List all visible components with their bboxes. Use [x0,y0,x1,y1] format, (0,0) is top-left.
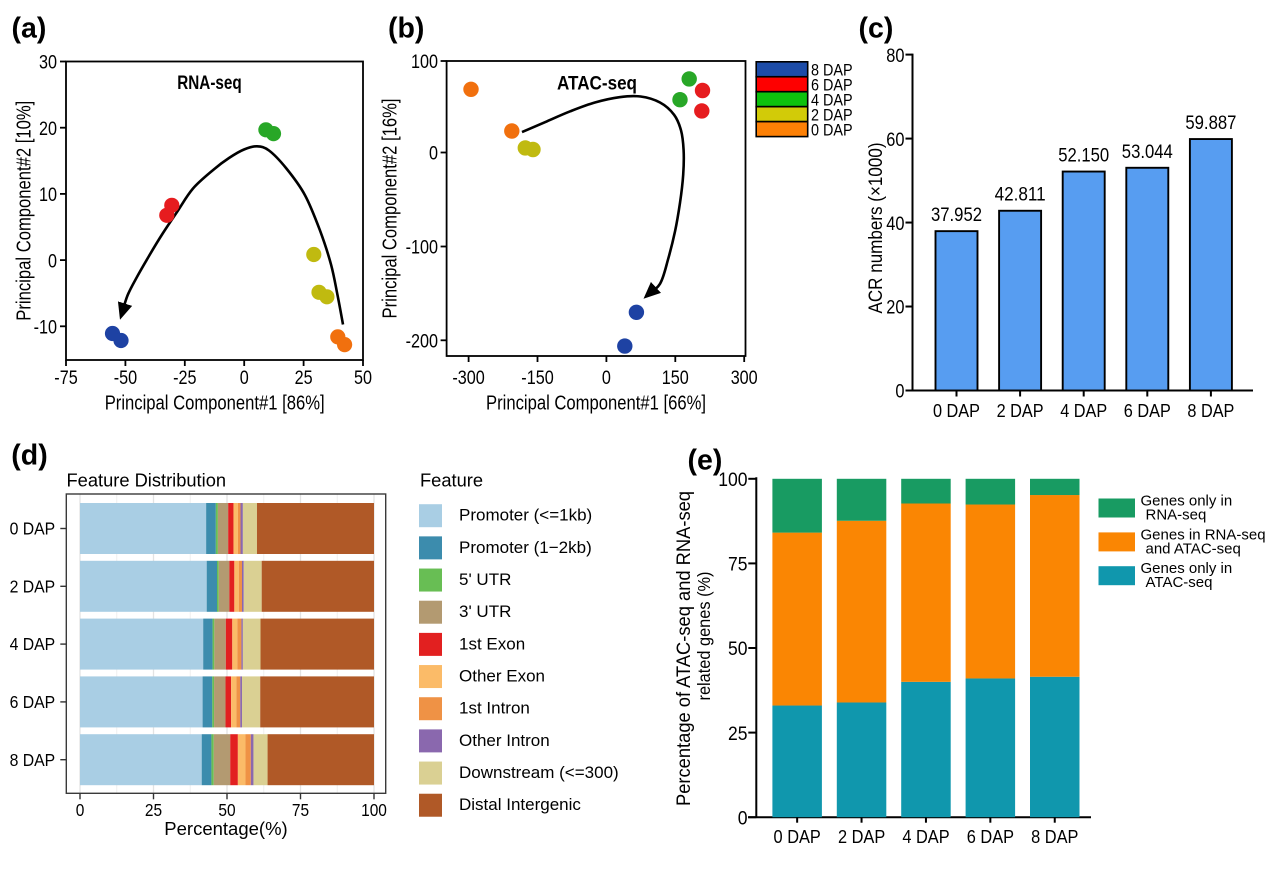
svg-text:60: 60 [886,129,904,151]
svg-text:Promoter (1−2kb): Promoter (1−2kb) [459,538,592,557]
svg-text:2 DAP: 2 DAP [838,826,885,847]
svg-text:(a): (a) [12,13,47,45]
svg-text:Other Intron: Other Intron [459,731,550,750]
svg-text:-200: -200 [406,331,439,353]
svg-text:6 DAP: 6 DAP [967,826,1014,847]
svg-text:RNA-seq: RNA-seq [177,73,242,94]
svg-text:40: 40 [886,213,904,235]
svg-text:5' UTR: 5' UTR [459,570,511,589]
svg-text:6 DAP: 6 DAP [10,692,56,712]
svg-text:Downstream (<=300): Downstream (<=300) [459,763,619,782]
svg-text:2 DAP: 2 DAP [811,105,853,124]
svg-text:300: 300 [731,367,758,389]
svg-text:59.887: 59.887 [1185,113,1236,134]
svg-text:-10: -10 [34,317,58,339]
svg-text:2 DAP: 2 DAP [997,400,1044,421]
svg-text:100: 100 [718,469,747,491]
svg-text:Principal Component#2 [10%]: Principal Component#2 [10%] [14,101,36,321]
svg-text:0: 0 [738,807,748,829]
svg-text:Principal Component#1 [66%]: Principal Component#1 [66%] [486,393,706,415]
svg-text:20: 20 [886,297,904,319]
svg-text:0 DAP: 0 DAP [933,400,980,421]
svg-text:0: 0 [240,367,249,389]
svg-text:20: 20 [39,118,57,140]
svg-text:Other Exon: Other Exon [459,667,545,686]
svg-text:1st Intron: 1st Intron [459,699,530,718]
svg-text:Genes in RNA-seq: Genes in RNA-seq [1141,526,1266,543]
svg-text:-100: -100 [406,237,439,259]
svg-text:50: 50 [728,638,748,660]
svg-text:50: 50 [354,367,372,389]
svg-text:Principal Component#1 [86%]: Principal Component#1 [86%] [105,393,325,415]
svg-text:8 DAP: 8 DAP [10,750,56,770]
svg-text:150: 150 [662,367,689,389]
svg-text:RNA-seq: RNA-seq [1146,507,1207,524]
svg-text:ATAC-seq: ATAC-seq [1146,574,1213,591]
svg-text:-25: -25 [173,367,197,389]
svg-text:53.044: 53.044 [1122,142,1173,163]
svg-text:-150: -150 [521,367,554,389]
svg-text:4 DAP: 4 DAP [1060,400,1107,421]
svg-text:related genes (%): related genes (%) [694,572,714,701]
svg-text:25: 25 [145,800,162,820]
svg-text:25: 25 [295,367,313,389]
svg-text:0: 0 [895,381,904,403]
svg-text:-300: -300 [452,367,485,389]
svg-text:ACR numbers (×1000): ACR numbers (×1000) [865,143,887,314]
svg-text:100: 100 [411,51,438,73]
svg-text:1st Exon: 1st Exon [459,634,525,653]
svg-text:0: 0 [48,250,57,272]
svg-text:4 DAP: 4 DAP [811,90,853,109]
svg-text:0: 0 [602,367,611,389]
svg-text:(e): (e) [688,445,723,477]
svg-text:75: 75 [728,554,748,576]
svg-text:10: 10 [39,184,57,206]
svg-text:(c): (c) [859,13,894,45]
svg-text:52.150: 52.150 [1058,146,1109,167]
svg-text:4 DAP: 4 DAP [902,826,949,847]
svg-text:-75: -75 [54,367,78,389]
svg-text:37.952: 37.952 [931,205,982,226]
svg-text:8 DAP: 8 DAP [1031,826,1078,847]
svg-text:4 DAP: 4 DAP [10,634,56,654]
svg-text:25: 25 [728,723,748,745]
svg-text:Principal Component#2 [16%]: Principal Component#2 [16%] [380,99,402,319]
svg-text:6 DAP: 6 DAP [811,75,853,94]
svg-text:Percentage of ATAC-seq and RNA: Percentage of ATAC-seq and RNA-seq [674,491,695,806]
svg-text:Distal Intergenic: Distal Intergenic [459,795,581,814]
svg-text:0: 0 [76,800,85,820]
svg-text:Percentage(%): Percentage(%) [164,818,287,839]
svg-text:0 DAP: 0 DAP [811,120,853,139]
svg-text:(b): (b) [388,13,424,45]
svg-text:50: 50 [218,800,235,820]
svg-text:0 DAP: 0 DAP [774,826,821,847]
svg-text:-50: -50 [114,367,138,389]
svg-text:Feature Distribution: Feature Distribution [67,470,227,491]
svg-text:6 DAP: 6 DAP [1124,400,1171,421]
svg-text:42.811: 42.811 [995,185,1046,206]
svg-text:8 DAP: 8 DAP [1187,400,1234,421]
svg-text:100: 100 [361,800,387,820]
svg-text:Promoter (<=1kb): Promoter (<=1kb) [459,506,592,525]
svg-text:30: 30 [39,52,57,74]
svg-text:8 DAP: 8 DAP [811,61,853,80]
svg-text:ATAC-seq: ATAC-seq [557,74,637,95]
svg-text:Feature: Feature [420,470,483,491]
svg-text:and ATAC-seq: and ATAC-seq [1146,540,1241,557]
svg-text:75: 75 [292,800,309,820]
svg-text:0: 0 [429,143,438,165]
svg-text:0 DAP: 0 DAP [10,519,56,539]
svg-text:80: 80 [886,45,904,67]
svg-text:3' UTR: 3' UTR [459,602,511,621]
svg-text:Genes only in: Genes only in [1141,493,1233,510]
svg-text:Genes only in: Genes only in [1141,560,1233,577]
svg-text:(d): (d) [11,440,47,472]
svg-text:2 DAP: 2 DAP [10,576,56,596]
